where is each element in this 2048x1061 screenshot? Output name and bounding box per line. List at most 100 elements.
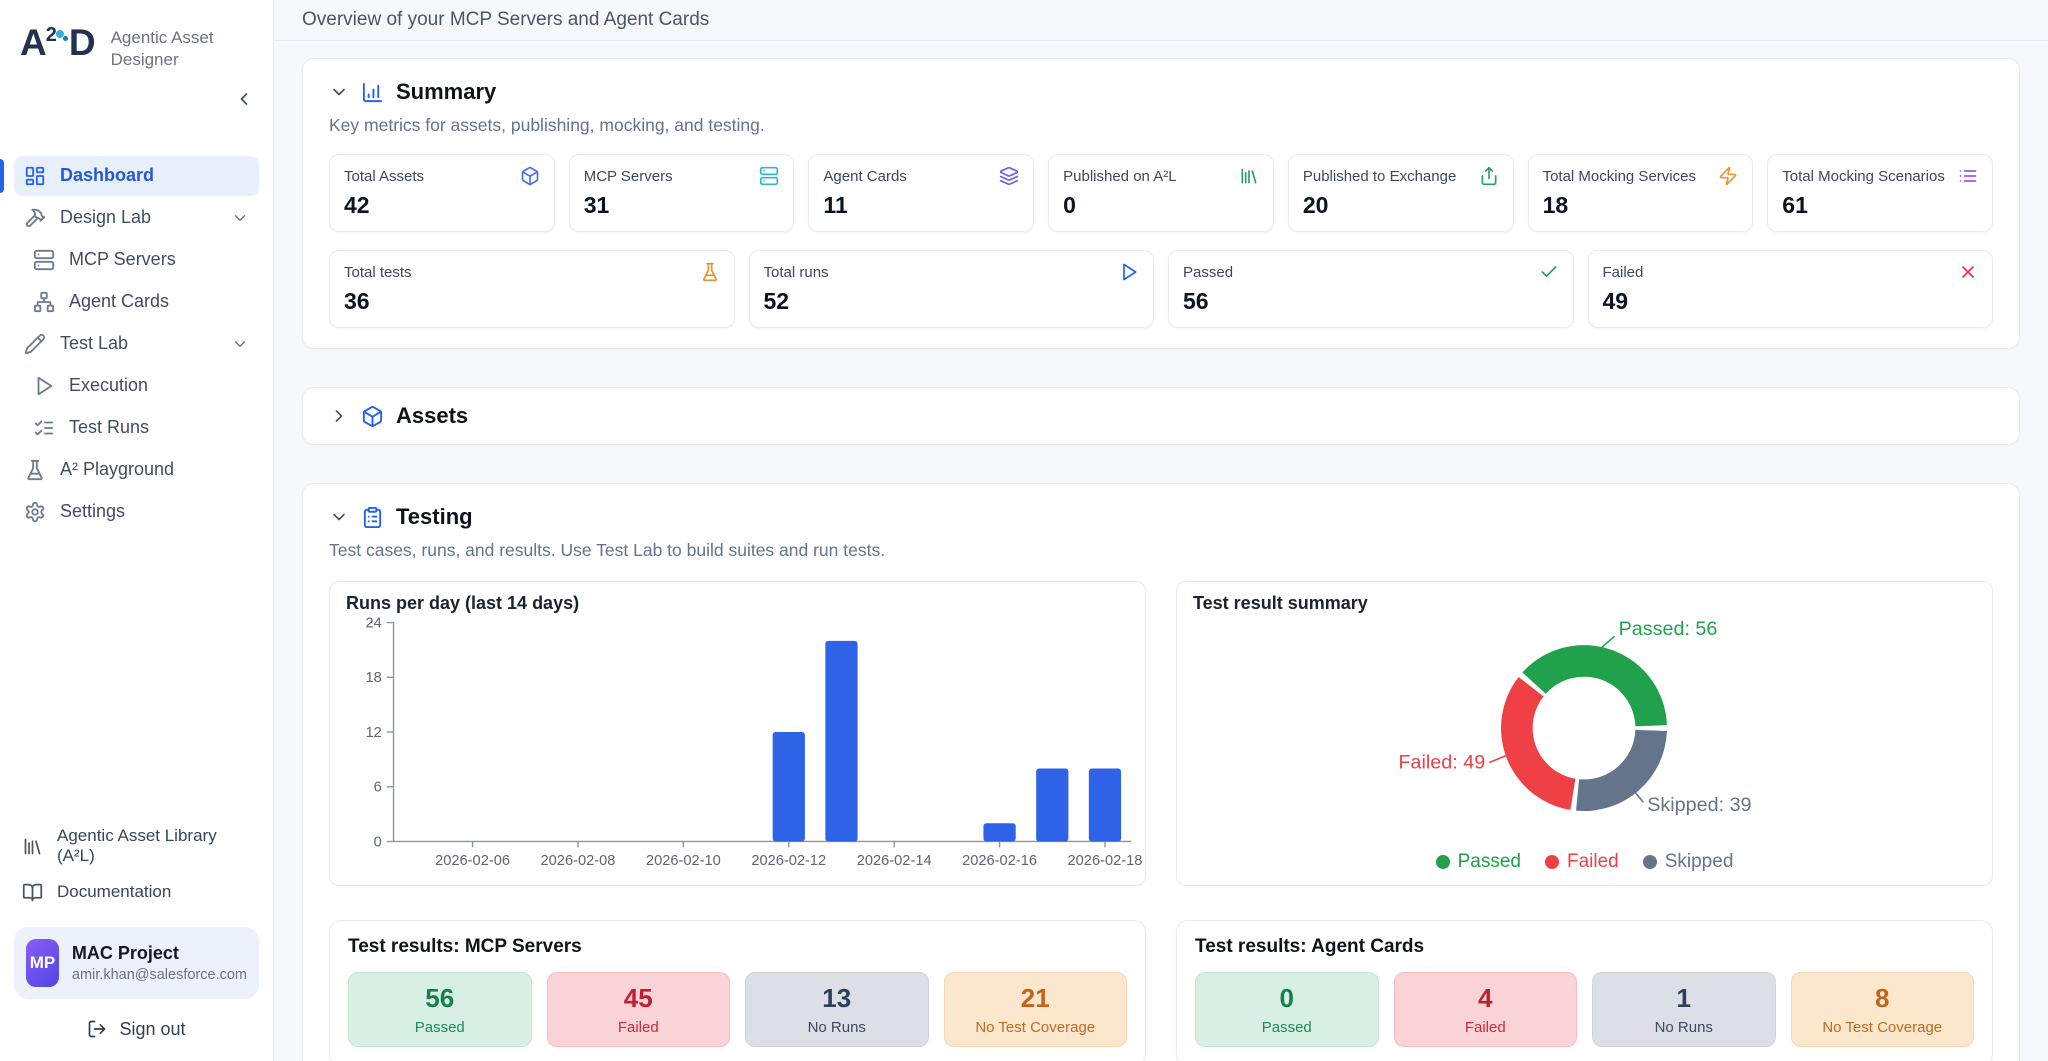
svg-text:2026-02-10: 2026-02-10: [646, 853, 721, 869]
summary-metrics-row1: Total Assets 42 MCP Servers 31 Agent Cards 11…: [329, 154, 1993, 232]
dashboard-icon: [24, 165, 46, 187]
svg-text:12: 12: [365, 725, 381, 741]
sidebar-item-execution[interactable]: Execution: [14, 366, 259, 406]
sidebar-item-label: A² Playground: [60, 459, 175, 480]
chip-value: 13: [822, 983, 852, 1013]
profile-card[interactable]: MP MAC Project amir.khan@salesforce.com: [14, 927, 259, 999]
donut-legend: Passed Failed Skipped: [1177, 851, 1992, 873]
metric-label: Total Mocking Services: [1542, 167, 1696, 185]
sign-out-button[interactable]: Sign out: [0, 1007, 273, 1051]
donut-chart-plot: Passed: 56 Failed: 49 Skipped: 39: [1398, 618, 1751, 816]
summary-collapse-toggle[interactable]: [329, 82, 349, 102]
chip-value: 56: [425, 983, 455, 1013]
sidebar-footer: Agentic Asset Library (A²L) Documentation…: [0, 823, 273, 1061]
legend-item-skipped: Skipped: [1642, 851, 1733, 873]
summary-metrics-row2: Total tests 36 Total runs 52 Passed 56 Failed 4…: [329, 250, 1993, 328]
chip-label: No Runs: [807, 1019, 866, 1036]
svg-text:2026-02-14: 2026-02-14: [857, 853, 932, 869]
metric-card-total-runs: Total runs 52: [748, 250, 1154, 328]
zap-icon: [1718, 166, 1738, 186]
svg-text:2026-02-06: 2026-02-06: [435, 853, 510, 869]
mcp-servers-icon: [33, 249, 55, 271]
sidebar-item-label: Execution: [69, 375, 149, 396]
legend-item-passed: Passed: [1435, 851, 1521, 873]
sidebar-item-label: Dashboard: [60, 165, 155, 186]
chip-value: 0: [1279, 983, 1294, 1013]
sign-out-label: Sign out: [119, 1018, 186, 1039]
agent-cards-icon: [33, 291, 55, 313]
legend-label: Passed: [1457, 851, 1521, 872]
sidebar-item-agent-cards[interactable]: Agent Cards: [14, 282, 259, 322]
summary-subtitle: Key metrics for assets, publishing, mock…: [329, 115, 765, 135]
test-results-mcp-card: Test results: MCP Servers 56 Passed 45 Fail…: [329, 920, 1146, 1061]
sidebar-item-label: Test Runs: [69, 417, 150, 438]
metric-label: Failed: [1602, 263, 1644, 281]
metric-label: Total Mocking Scenarios: [1782, 167, 1945, 185]
result-chip-failed: 4 Failed: [1393, 972, 1577, 1047]
check-icon: [1539, 262, 1559, 282]
metric-value: 36: [344, 288, 370, 314]
test-results-agent-title: Test results: Agent Cards: [1195, 936, 1425, 957]
metric-value: 52: [763, 288, 790, 314]
metric-card-total-assets: Total Assets 42: [329, 154, 555, 232]
sidebar-link-label: Documentation: [57, 882, 172, 901]
result-chip-noruns: 13 No Runs: [745, 972, 929, 1047]
sidebar-item-test-runs[interactable]: Test Runs: [14, 408, 259, 448]
assets-collapse-toggle[interactable]: [329, 406, 349, 426]
package-icon: [520, 166, 540, 186]
result-chip-nocov: 21 No Test Coverage: [943, 972, 1127, 1047]
chip-label: No Test Coverage: [1822, 1019, 1943, 1036]
metric-value: 0: [1063, 192, 1076, 218]
svg-text:2026-02-12: 2026-02-12: [751, 853, 826, 869]
sidebar-item-playground[interactable]: A² Playground: [14, 450, 259, 490]
execution-icon: [33, 375, 55, 397]
sidebar-item-design-lab[interactable]: Design Lab: [14, 198, 259, 238]
metric-label: Total runs: [763, 263, 829, 281]
metric-value: 20: [1302, 192, 1329, 218]
metric-card-total-mocking-scenarios: Total Mocking Scenarios 61: [1767, 154, 1993, 232]
svg-text:Passed: 56: Passed: 56: [1619, 618, 1718, 640]
testing-collapse-toggle[interactable]: [329, 507, 349, 527]
chevron-left-icon: [234, 93, 254, 112]
avatar: MP: [26, 939, 59, 987]
summary-title: Summary: [396, 79, 497, 104]
profile-name: MAC Project: [71, 943, 179, 963]
result-chip-nocov: 8 No Test Coverage: [1790, 972, 1974, 1047]
sidebar-item-test-lab[interactable]: Test Lab: [14, 324, 259, 364]
metric-label: MCP Servers: [583, 167, 673, 185]
clipboard-icon: [361, 506, 384, 529]
bar-chart-plot: 0 6 12 18 24 2026-02-06 2026-02-08 2026-02-10 20…: [365, 615, 1142, 869]
bar-chart-icon: [361, 81, 384, 104]
package-icon: [361, 405, 384, 428]
test-lab-icon: [24, 333, 46, 355]
sidebar-link-documentation[interactable]: Documentation: [0, 869, 273, 915]
sidebar-item-settings[interactable]: Settings: [14, 492, 259, 532]
metric-card-published-to-exchange: Published to Exchange 20: [1287, 154, 1514, 232]
metric-card-failed: Failed 49: [1587, 250, 1993, 328]
logo-mark: A2 D: [20, 22, 96, 63]
bar-chart-title: Runs per day (last 14 days): [346, 593, 580, 613]
settings-icon: [24, 501, 46, 523]
sidebar-item-mcp-servers[interactable]: MCP Servers: [14, 240, 259, 280]
chip-label: Passed: [414, 1019, 465, 1036]
legend-label: Failed: [1566, 851, 1619, 872]
assets-title: Assets: [396, 403, 469, 428]
metric-value: 56: [1183, 288, 1209, 314]
metric-label: Published to Exchange: [1302, 167, 1457, 185]
metric-value: 18: [1542, 192, 1569, 218]
metric-value: 49: [1602, 288, 1629, 314]
chip-label: Passed: [1261, 1019, 1312, 1036]
flask-icon: [700, 262, 720, 282]
sidebar-item-label: Design Lab: [60, 207, 152, 228]
sidebar-item-dashboard[interactable]: Dashboard: [0, 155, 259, 196]
chip-value: 1: [1676, 983, 1691, 1013]
test-result-summary-chart: Test result summary Passed: 56 Failed: 49…: [1176, 581, 1993, 886]
profile-email: amir.khan@salesforce.com: [71, 967, 247, 983]
result-chip-failed: 45 Failed: [546, 972, 730, 1047]
sidebar-collapse-button[interactable]: [231, 88, 257, 114]
chip-label: Failed: [617, 1019, 659, 1036]
summary-section: Summary Key metrics for assets, publishi…: [302, 58, 2020, 349]
metric-label: Published on A²L: [1063, 167, 1177, 185]
sidebar-link-library[interactable]: Agentic Asset Library (A²L): [0, 823, 273, 869]
metric-card-passed: Passed 56: [1168, 250, 1574, 328]
